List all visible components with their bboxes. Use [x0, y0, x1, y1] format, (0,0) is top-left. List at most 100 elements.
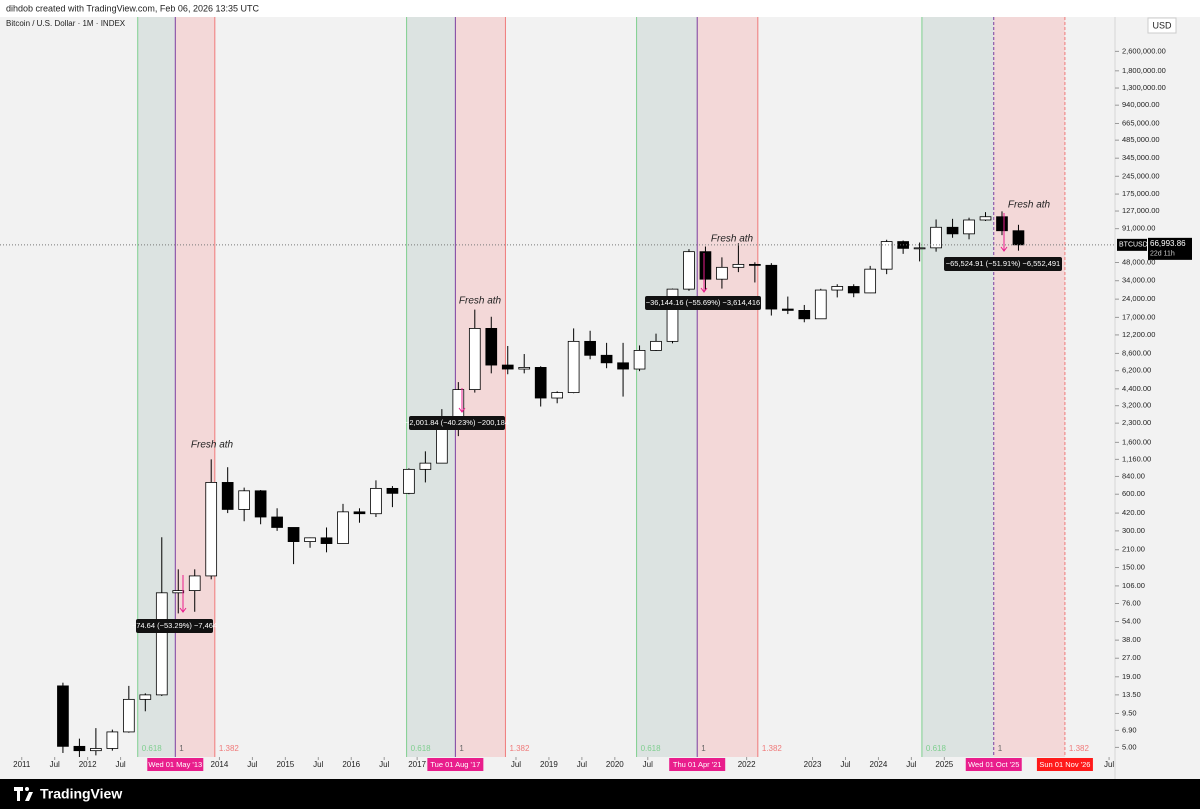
candle-body [353, 511, 366, 515]
price-axis [1115, 17, 1200, 779]
chart-title: Bitcoin / U.S. Dollar · 1M · INDEX [6, 19, 126, 28]
candle-body [485, 328, 498, 366]
candle-body [1012, 230, 1025, 246]
y-tick-label: 8,600.00 [1122, 348, 1151, 357]
symbol-label: BTCUSD [1119, 242, 1148, 249]
x-tick-label: 2012 [79, 760, 97, 769]
x-tick-label: 2011 [13, 760, 31, 769]
x-tick-label: Jul [577, 760, 587, 769]
measure-arrow [700, 287, 708, 293]
y-tick-label: 76.00 [1122, 598, 1141, 607]
currency: USD [1152, 20, 1172, 30]
candle-body [122, 698, 135, 733]
logo-icon [14, 787, 33, 801]
y-tick-label: 13.50 [1122, 690, 1141, 699]
zones [137, 17, 1066, 757]
candles [0, 211, 1115, 757]
date-label-box [427, 758, 484, 771]
x-tick-label: 2019 [540, 760, 558, 769]
candle-body [880, 241, 893, 270]
annotation: Fresh ath [711, 234, 754, 245]
measure-box [645, 296, 761, 310]
measure-label: −65,524.91 (−51.91%) −6,552,491 [946, 259, 1060, 268]
candle-body [155, 592, 168, 696]
candle-body [996, 216, 1008, 232]
zone-level-label: 1.382 [1069, 744, 1090, 753]
x-tick-label: 2015 [276, 760, 294, 769]
y-tick-label: 27.00 [1122, 653, 1141, 662]
y-tick-label: 300.00 [1122, 526, 1145, 535]
logo-dot [25, 787, 29, 791]
candle-body [304, 537, 316, 542]
y-tick-label: 2,600,000.00 [1122, 46, 1166, 55]
candle-body [666, 288, 679, 342]
candle-body [749, 263, 761, 266]
y-tick-label: 1,800,000.00 [1122, 66, 1166, 75]
y-tick-label: 19.00 [1122, 672, 1141, 681]
x-tick-label: Jul [906, 760, 916, 769]
y-tick-label: 485,000.00 [1122, 135, 1160, 144]
candle-body [57, 685, 69, 747]
candle-body [633, 350, 646, 370]
y-tick-label: 6,200.00 [1122, 366, 1151, 375]
candle-body [913, 247, 926, 250]
measure-arrow [179, 607, 187, 613]
zone-red [697, 17, 758, 757]
x-tick-label: Jul [1104, 760, 1114, 769]
candle-body [551, 392, 564, 399]
candle-body [930, 226, 942, 249]
y-tick-label: 2,300.00 [1122, 418, 1151, 427]
y-tick-label: 420.00 [1122, 508, 1145, 517]
y-tick-label: 24,000.00 [1122, 294, 1155, 303]
measure-label: −2,001.84 (−40.23%) −200,184 [405, 418, 509, 427]
zone-red [175, 17, 215, 757]
date-label: Wed 01 Oct '25 [968, 760, 1019, 769]
y-tick-label: 127,000.00 [1122, 206, 1160, 215]
candle-body [567, 340, 580, 393]
measure-label: −36,144.16 (−55.69%) −3,614,416 [646, 298, 760, 307]
y-tick-label: 245,000.00 [1122, 171, 1160, 180]
zone-level-label: 1 [179, 744, 184, 753]
x-tick-label: Jul [379, 760, 389, 769]
candle-body [403, 468, 415, 494]
countdown: 22d 11h [1150, 251, 1175, 258]
x-tick-label: 2025 [935, 760, 953, 769]
candle-body [617, 362, 629, 370]
x-tick-label: 2022 [738, 760, 756, 769]
end-date-label: Sun 01 Nov '26 [1039, 760, 1090, 769]
price-box [1148, 237, 1192, 260]
zone-green [921, 17, 994, 757]
measure-box [944, 257, 1062, 271]
x-tick-label: Jul [643, 760, 653, 769]
measure-arrow [458, 407, 466, 413]
y-tick-label: 54.00 [1122, 617, 1141, 626]
candle-body [386, 487, 399, 494]
candle-body [847, 286, 860, 294]
zone-green [406, 17, 456, 757]
y-tick-label: 38.00 [1122, 635, 1141, 644]
zone-green [636, 17, 698, 757]
y-tick-label: 3,200.00 [1122, 401, 1151, 410]
candle-body [254, 490, 267, 518]
y-tick-label: 4,400.00 [1122, 384, 1151, 393]
x-tick-label: 2017 [408, 760, 426, 769]
candle-body [205, 482, 218, 577]
measure-box [136, 619, 213, 633]
zone-level-label: 1 [701, 744, 706, 753]
candle-body [337, 511, 349, 544]
y-tick-label: 6.90 [1122, 725, 1137, 734]
measure-box [409, 416, 505, 430]
y-tick-label: 12,200.00 [1122, 330, 1155, 339]
candle-body [139, 694, 152, 700]
date-label: Wed 01 May '13 [148, 760, 202, 769]
candle-body [188, 575, 201, 591]
candle-body [320, 537, 333, 544]
date-label-box [965, 758, 1022, 771]
annotation: Fresh ath [459, 296, 502, 307]
candle-body [979, 216, 992, 221]
candle-body [781, 308, 794, 311]
candle-body [600, 354, 613, 364]
zone-red [993, 17, 1065, 757]
candle-body [650, 340, 662, 351]
